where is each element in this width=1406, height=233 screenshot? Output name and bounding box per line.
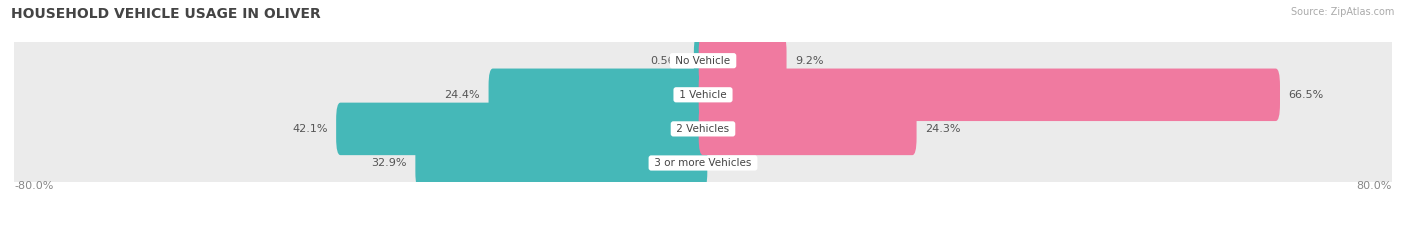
Text: -80.0%: -80.0% (14, 182, 53, 191)
Text: 0.0%: 0.0% (716, 158, 744, 168)
FancyBboxPatch shape (10, 0, 1396, 122)
Text: 24.4%: 24.4% (444, 90, 479, 100)
FancyBboxPatch shape (10, 33, 1396, 157)
Legend: Owner-occupied, Renter-occupied: Owner-occupied, Renter-occupied (588, 230, 818, 233)
FancyBboxPatch shape (699, 34, 786, 87)
Text: 1 Vehicle: 1 Vehicle (676, 90, 730, 100)
FancyBboxPatch shape (488, 69, 707, 121)
Text: 3 or more Vehicles: 3 or more Vehicles (651, 158, 755, 168)
FancyBboxPatch shape (10, 101, 1396, 225)
FancyBboxPatch shape (10, 67, 1396, 191)
Text: 32.9%: 32.9% (371, 158, 406, 168)
Text: Source: ZipAtlas.com: Source: ZipAtlas.com (1291, 7, 1395, 17)
FancyBboxPatch shape (699, 103, 917, 155)
Text: 66.5%: 66.5% (1289, 90, 1324, 100)
FancyBboxPatch shape (699, 69, 1279, 121)
Text: 0.56%: 0.56% (650, 56, 685, 66)
Text: 24.3%: 24.3% (925, 124, 960, 134)
Text: 2 Vehicles: 2 Vehicles (673, 124, 733, 134)
Text: HOUSEHOLD VEHICLE USAGE IN OLIVER: HOUSEHOLD VEHICLE USAGE IN OLIVER (11, 7, 321, 21)
Text: 9.2%: 9.2% (796, 56, 824, 66)
FancyBboxPatch shape (336, 103, 707, 155)
FancyBboxPatch shape (415, 137, 707, 189)
Text: 80.0%: 80.0% (1357, 182, 1392, 191)
Text: 42.1%: 42.1% (292, 124, 328, 134)
Text: No Vehicle: No Vehicle (672, 56, 734, 66)
FancyBboxPatch shape (695, 34, 707, 87)
